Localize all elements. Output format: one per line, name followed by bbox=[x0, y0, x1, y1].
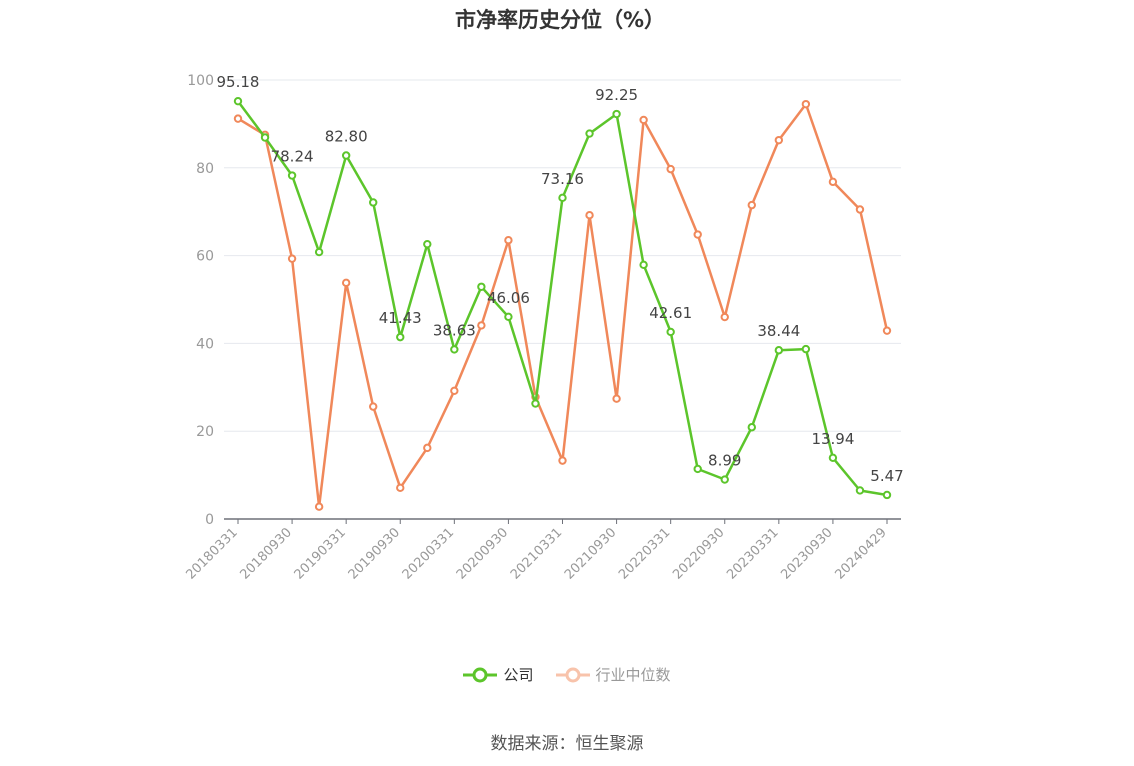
legend-industry-label: 行业中位数 bbox=[595, 666, 671, 684]
company-data-label: 78.24 bbox=[271, 148, 314, 166]
x-tick-label: 20230930 bbox=[778, 525, 835, 582]
x-tick-label: 20180930 bbox=[238, 525, 295, 582]
chart-title: 市净率历史分位（%） bbox=[454, 8, 666, 32]
company-data-point bbox=[720, 475, 729, 484]
x-tick-label: 20180331 bbox=[183, 525, 240, 582]
industry-data-point bbox=[423, 443, 432, 453]
y-tick-label: 0 bbox=[205, 512, 214, 528]
company-data-point bbox=[260, 133, 270, 142]
industry-data-point bbox=[504, 236, 513, 245]
y-tick-label: 20 bbox=[196, 424, 214, 440]
x-axis: 2018033120180930201903312019093020200331… bbox=[183, 518, 901, 583]
x-tick-label: 20230331 bbox=[724, 525, 781, 582]
legend-industry-icon bbox=[555, 667, 590, 682]
y-tick-label: 60 bbox=[196, 249, 214, 265]
y-tick-label: 40 bbox=[196, 336, 214, 352]
company-data-point bbox=[504, 312, 513, 321]
industry-data-point bbox=[882, 326, 892, 335]
legend: 公司 行业中位数 bbox=[0, 664, 1134, 685]
industry-data-point bbox=[828, 177, 838, 187]
industry-data-point bbox=[720, 312, 729, 322]
company-data-point bbox=[612, 109, 621, 119]
industry-data-point bbox=[612, 394, 621, 403]
company-data-label: 13.94 bbox=[811, 430, 854, 448]
data-source: 数据来源：恒生聚源 bbox=[490, 734, 644, 754]
x-tick-label: 20240429 bbox=[832, 525, 889, 582]
company-data-label: 46.06 bbox=[487, 289, 530, 307]
company-data-point bbox=[287, 171, 297, 180]
company-data-point bbox=[828, 453, 838, 463]
industry-data-point bbox=[855, 205, 865, 214]
y-tick-label: 80 bbox=[196, 161, 214, 177]
company-data-label: 41.43 bbox=[379, 309, 422, 327]
industry-data-point bbox=[477, 321, 486, 330]
industry-data-point bbox=[341, 278, 351, 288]
company-data-point bbox=[558, 193, 567, 203]
x-tick-label: 20220331 bbox=[616, 525, 673, 582]
company-data-point bbox=[531, 399, 540, 408]
company-data-point bbox=[774, 346, 784, 355]
x-tick-label: 20210331 bbox=[508, 525, 565, 582]
company-data-point bbox=[855, 486, 865, 495]
line-chart: 0 20 40 60 80 100 201803312018093020190331201… bbox=[183, 73, 904, 583]
industry-series-line bbox=[237, 102, 889, 508]
y-axis: 0 20 40 60 80 100 bbox=[187, 73, 214, 528]
company-data-point bbox=[693, 464, 702, 474]
industry-data-point bbox=[314, 502, 324, 511]
legend-company-label: 公司 bbox=[503, 666, 534, 684]
x-tick-label: 20190331 bbox=[292, 525, 349, 582]
industry-data-point bbox=[585, 211, 594, 220]
company-data-point bbox=[666, 327, 675, 337]
x-tick-label: 20190930 bbox=[346, 525, 403, 582]
x-tick-label: 20220930 bbox=[670, 525, 727, 582]
industry-data-point bbox=[287, 254, 297, 263]
industry-data-point bbox=[558, 456, 567, 465]
x-tick-label: 20200331 bbox=[400, 525, 457, 582]
industry-data-point bbox=[396, 483, 405, 493]
company-data-point bbox=[396, 332, 405, 342]
company-data-point bbox=[639, 260, 648, 270]
industry-data-point bbox=[666, 164, 675, 174]
industry-data-point bbox=[801, 99, 811, 109]
company-data-point bbox=[882, 490, 892, 500]
y-tick-label: 100 bbox=[187, 73, 214, 89]
company-data-point bbox=[314, 247, 324, 257]
company-data-point bbox=[747, 423, 756, 432]
company-data-label: 38.44 bbox=[757, 322, 800, 340]
company-data-label: 38.63 bbox=[433, 321, 476, 339]
company-data-label: 92.25 bbox=[595, 86, 638, 104]
industry-data-point bbox=[450, 386, 459, 396]
company-series-line bbox=[236, 100, 888, 497]
company-data-point bbox=[369, 198, 378, 207]
industry-data-point bbox=[747, 200, 756, 210]
company-data-label: 95.18 bbox=[217, 73, 260, 91]
company-data-point bbox=[233, 96, 243, 106]
industry-data-point bbox=[639, 115, 648, 125]
legend-item-industry[interactable]: 行业中位数 bbox=[555, 664, 671, 685]
company-data-point bbox=[477, 282, 486, 291]
grid-lines bbox=[224, 79, 901, 432]
company-data-label: 8.99 bbox=[708, 452, 741, 470]
data-labels: 95.18 78.24 82.80 41.43 38.63 46.06 73.16 92.25… bbox=[217, 73, 904, 485]
company-data-label: 5.47 bbox=[870, 467, 903, 485]
company-data-point bbox=[341, 151, 351, 160]
company-data-label: 42.61 bbox=[649, 304, 692, 322]
series-layer bbox=[233, 96, 892, 511]
x-tick-label: 20200930 bbox=[454, 525, 511, 582]
company-data-label: 82.80 bbox=[325, 128, 368, 146]
legend-company-icon bbox=[463, 667, 498, 682]
legend-item-company[interactable]: 公司 bbox=[463, 664, 534, 685]
x-tick-label: 20210930 bbox=[562, 525, 619, 582]
industry-data-point bbox=[369, 402, 378, 411]
company-data-point bbox=[423, 239, 432, 249]
company-data-point bbox=[585, 129, 594, 138]
industry-data-point bbox=[774, 135, 784, 145]
industry-data-point bbox=[233, 114, 243, 123]
industry-data-point bbox=[693, 230, 702, 239]
company-data-label: 73.16 bbox=[541, 170, 584, 188]
company-data-point bbox=[450, 345, 459, 354]
company-data-point bbox=[801, 344, 811, 354]
